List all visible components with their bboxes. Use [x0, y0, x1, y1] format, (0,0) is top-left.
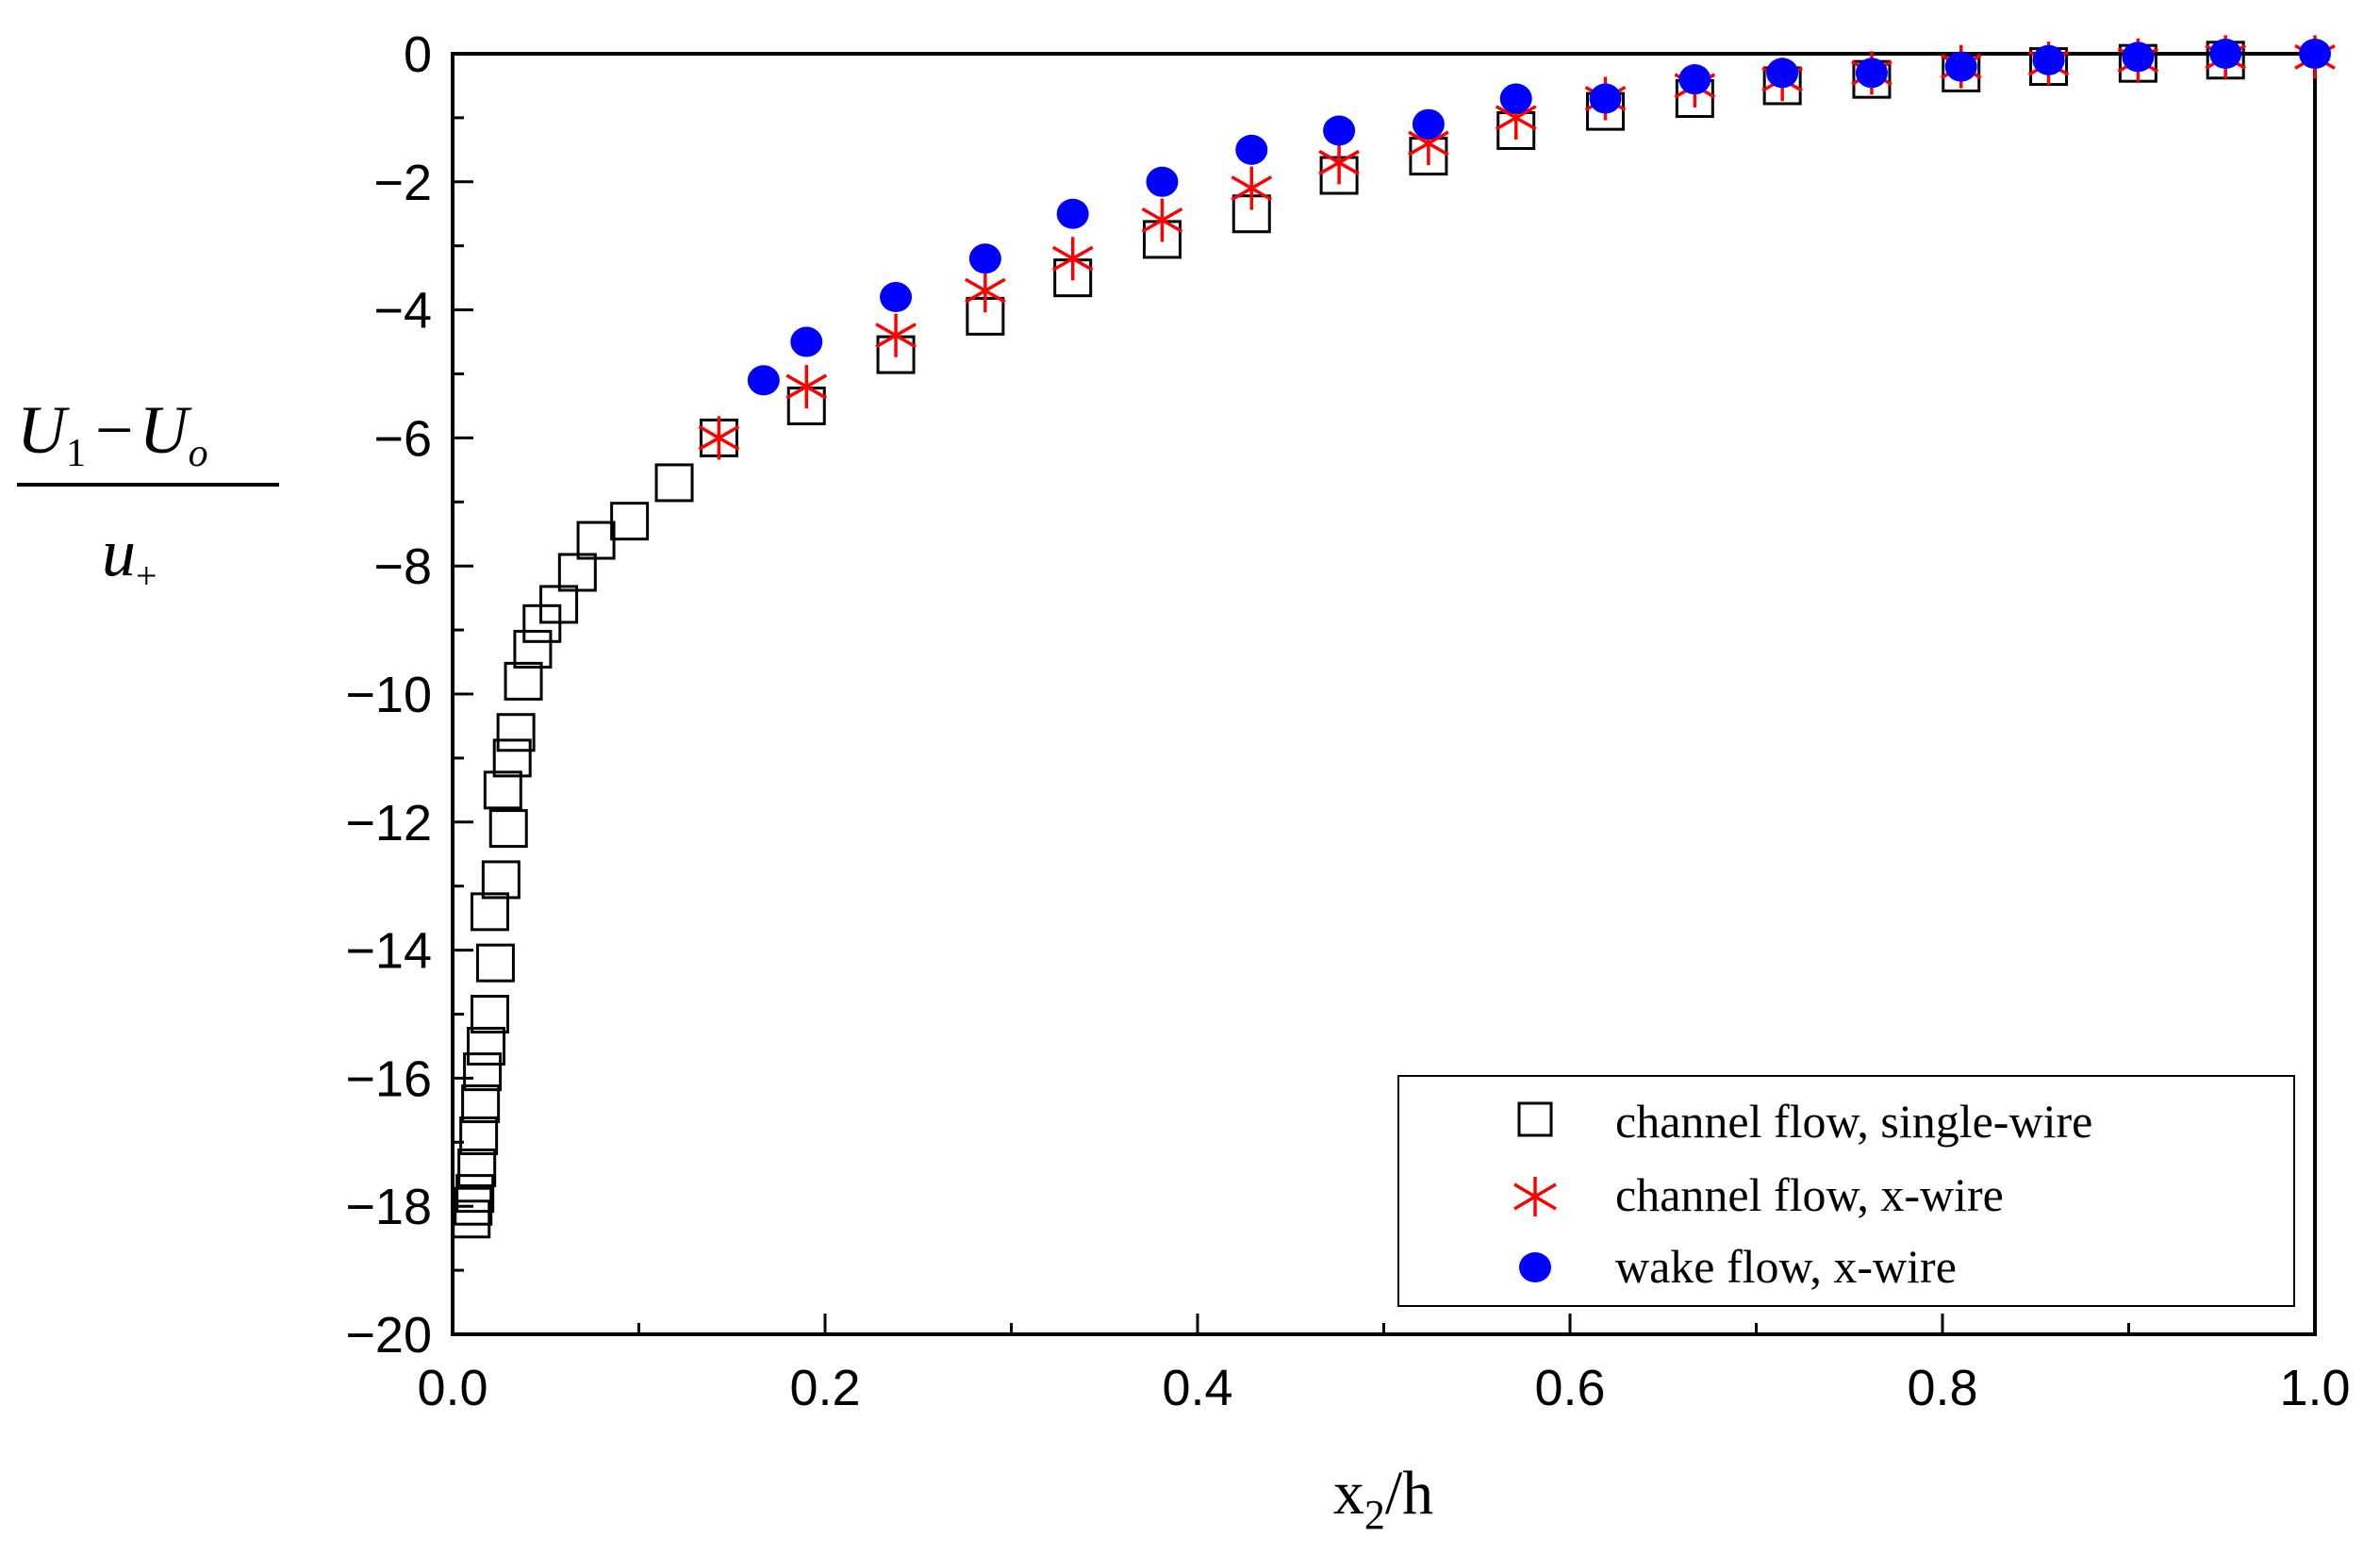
- data-point-circle: [1412, 108, 1445, 140]
- y-tick-label: −14: [345, 923, 432, 980]
- x-tick-label: 0.8: [1907, 1360, 1977, 1416]
- svg-text:u+: u+: [102, 515, 157, 597]
- tick-labels: 0.0 0.2 0.4 0.6 0.8 1.0 0 −2 −4 −6 −8 −10 −12 −14 −16 −…: [345, 26, 2350, 1416]
- data-point-square: [459, 1116, 499, 1156]
- data-point-circle: [1855, 58, 1888, 89]
- data-point-asterisk: [964, 269, 1006, 313]
- x-tick-label: 1.0: [2279, 1360, 2350, 1416]
- data-point-circle: [1678, 64, 1711, 95]
- data-point-square: [557, 553, 597, 592]
- data-point-circle: [880, 282, 913, 313]
- data-point-asterisk: [1141, 198, 1183, 242]
- y-tick-label: −20: [345, 1307, 432, 1364]
- y-tick-label: −6: [373, 410, 432, 467]
- data-point-circle: [1766, 58, 1799, 89]
- x-axis-title-subscript: 2: [1364, 1492, 1385, 1538]
- data-point-circle: [1146, 166, 1179, 197]
- data-marks: [452, 35, 2336, 1239]
- data-point-asterisk: [1318, 141, 1360, 185]
- data-point-square: [463, 1052, 503, 1092]
- data-point-circle: [968, 243, 1001, 274]
- data-point-circle: [2032, 44, 2065, 75]
- data-point-asterisk: [698, 416, 740, 460]
- y-tick-label: 0: [404, 26, 432, 83]
- y-axis-title: U1 −Uo u+: [17, 392, 279, 597]
- data-point-square: [488, 809, 528, 849]
- data-point-circle: [747, 365, 780, 396]
- data-point-asterisk: [1231, 166, 1273, 210]
- legend-label-x-wire: channel flow, x-wire: [1615, 1168, 2004, 1221]
- data-point-square: [471, 995, 509, 1033]
- x-tick-label: 0.2: [789, 1360, 860, 1416]
- data-point-circle: [1944, 51, 1977, 82]
- data-point-circle: [2299, 39, 2331, 69]
- data-point-square: [454, 1186, 493, 1226]
- x-tick-label: 0.6: [1534, 1360, 1605, 1416]
- data-point-square: [467, 1026, 506, 1066]
- data-point-square: [513, 629, 553, 669]
- y-tick-label: −16: [345, 1050, 432, 1107]
- data-point-square: [492, 738, 532, 778]
- series-2: [747, 39, 2331, 396]
- data-point-square: [483, 770, 522, 810]
- data-point-asterisk: [785, 365, 828, 409]
- data-point-square: [504, 661, 543, 701]
- data-point-circle: [1589, 83, 1622, 114]
- legend: channel flow, single-wire channel flow, …: [1397, 1075, 2295, 1307]
- data-point-square: [457, 1148, 497, 1187]
- x-tick-label: 0.4: [1162, 1360, 1232, 1416]
- series-0: [452, 41, 2245, 1239]
- y-tick-label: −12: [345, 795, 432, 851]
- data-point-square: [481, 860, 521, 900]
- y-tick-label: −4: [373, 283, 432, 339]
- data-point-circle: [1499, 83, 1532, 114]
- legend-marker-single-wire: [1517, 1101, 1553, 1137]
- data-point-square: [455, 1174, 495, 1214]
- data-point-square: [461, 1084, 501, 1124]
- data-point-square: [496, 713, 536, 752]
- legend-label-single-wire: channel flow, single-wire: [1615, 1095, 2092, 1148]
- x-tick-label: 0.0: [417, 1360, 488, 1416]
- legend-marker-wake-flow: [1519, 1252, 1551, 1282]
- y-tick-label: −10: [345, 667, 432, 723]
- data-point-square: [654, 463, 694, 503]
- legend-label-wake-flow: wake flow, x-wire: [1615, 1240, 1957, 1293]
- svg-text:U1−Uo: U1 −Uo: [17, 392, 208, 475]
- y-tick-label: −2: [373, 155, 432, 211]
- data-point-circle: [2122, 41, 2155, 73]
- y-tick-label: −8: [373, 538, 432, 595]
- data-point-square: [576, 521, 616, 560]
- data-point-circle: [2209, 39, 2242, 69]
- data-point-asterisk: [875, 313, 917, 357]
- y-tick-label: −18: [345, 1179, 432, 1235]
- data-point-circle: [1235, 134, 1268, 165]
- data-point-circle: [790, 326, 823, 357]
- data-point-circle: [1056, 198, 1089, 229]
- data-point-square: [610, 502, 650, 541]
- legend-marker-x-wire: [1513, 1177, 1557, 1216]
- data-point-circle: [1323, 115, 1356, 146]
- data-point-square: [452, 1199, 491, 1239]
- data-point-square: [471, 892, 509, 932]
- data-point-square: [475, 943, 515, 983]
- x-axis-title: x2/h: [1333, 1459, 1433, 1538]
- data-point-asterisk: [1051, 237, 1094, 281]
